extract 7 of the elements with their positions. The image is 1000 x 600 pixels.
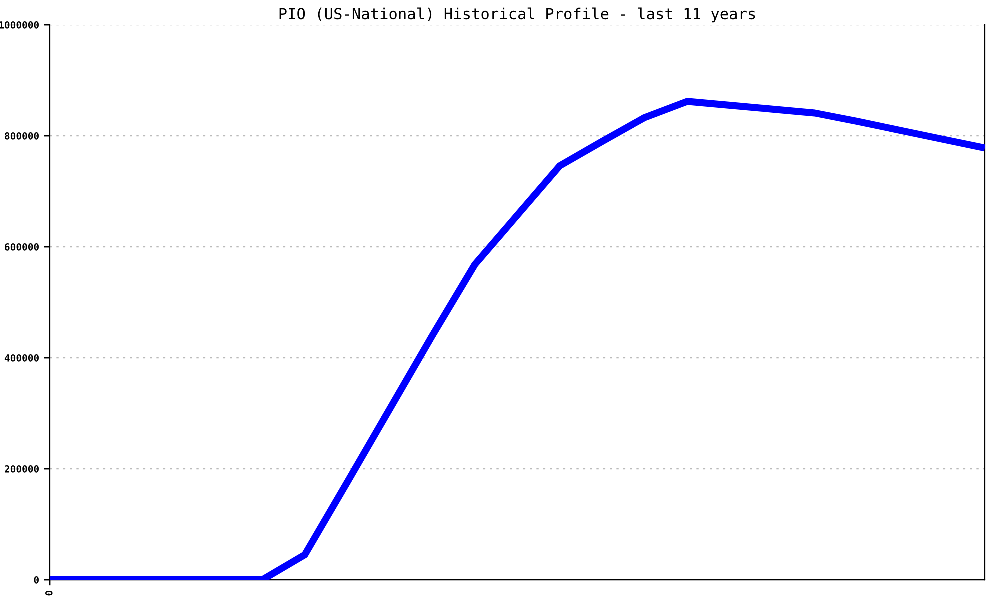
y-tick-label: 1000000: [0, 22, 39, 29]
y-tick-label: 0: [34, 576, 39, 584]
y-tick-label: 600000: [5, 244, 39, 251]
y-tick-label: 800000: [5, 132, 39, 140]
chart-title: PIO (US-National) Historical Profile - last 11 years: [280, 8, 756, 23]
y-tick-label: 400000: [4, 354, 39, 362]
y-tick-label: 200000: [5, 466, 39, 473]
